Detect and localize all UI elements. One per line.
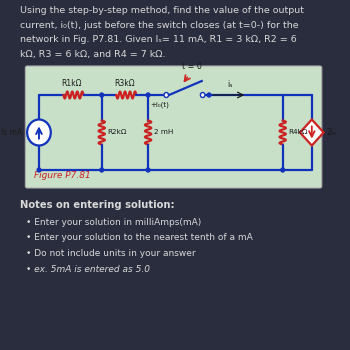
Circle shape xyxy=(100,93,104,97)
Text: R1kΩ: R1kΩ xyxy=(62,79,82,88)
Text: Notes on entering solution:: Notes on entering solution: xyxy=(20,200,175,210)
Polygon shape xyxy=(300,119,324,146)
Text: iₐ: iₐ xyxy=(228,80,233,89)
Text: Figure P7.81: Figure P7.81 xyxy=(34,171,91,180)
Text: R3kΩ: R3kΩ xyxy=(114,79,135,88)
FancyBboxPatch shape xyxy=(25,66,322,188)
Text: 2iₐ: 2iₐ xyxy=(326,128,336,137)
Text: • Do not include units in your answer: • Do not include units in your answer xyxy=(26,249,196,258)
Text: • Enter your solution to the nearest tenth of a mA: • Enter your solution to the nearest ten… xyxy=(26,233,253,243)
Text: 2 mH: 2 mH xyxy=(154,130,173,135)
Circle shape xyxy=(37,168,41,172)
Circle shape xyxy=(207,93,211,97)
Text: kΩ, R3 = 6 kΩ, and R4 = 7 kΩ.: kΩ, R3 = 6 kΩ, and R4 = 7 kΩ. xyxy=(20,49,165,58)
Text: • ex. 5mA is entered as 5.0: • ex. 5mA is entered as 5.0 xyxy=(26,265,150,273)
Circle shape xyxy=(201,92,205,98)
Circle shape xyxy=(146,168,150,172)
Circle shape xyxy=(146,93,150,97)
Text: current, i₀(t), just before the switch closes (at t=0-) for the: current, i₀(t), just before the switch c… xyxy=(20,21,299,29)
Text: network in Fig. P7.81. Given Iₛ= 11 mA, R1 = 3 kΩ, R2 = 6: network in Fig. P7.81. Given Iₛ= 11 mA, … xyxy=(20,35,296,44)
Text: t = 0: t = 0 xyxy=(182,62,202,71)
Text: +i₀(t): +i₀(t) xyxy=(150,102,169,108)
Circle shape xyxy=(281,168,285,172)
Circle shape xyxy=(27,119,51,146)
Text: • Enter your solution in milliAmps(mA): • Enter your solution in milliAmps(mA) xyxy=(26,218,202,227)
Text: Is mA: Is mA xyxy=(1,128,23,137)
Text: Using the step-by-step method, find the value of the output: Using the step-by-step method, find the … xyxy=(20,6,304,15)
Text: R4kΩ: R4kΩ xyxy=(288,130,308,135)
Text: R2kΩ: R2kΩ xyxy=(107,130,127,135)
Circle shape xyxy=(164,92,169,98)
Circle shape xyxy=(100,168,104,172)
